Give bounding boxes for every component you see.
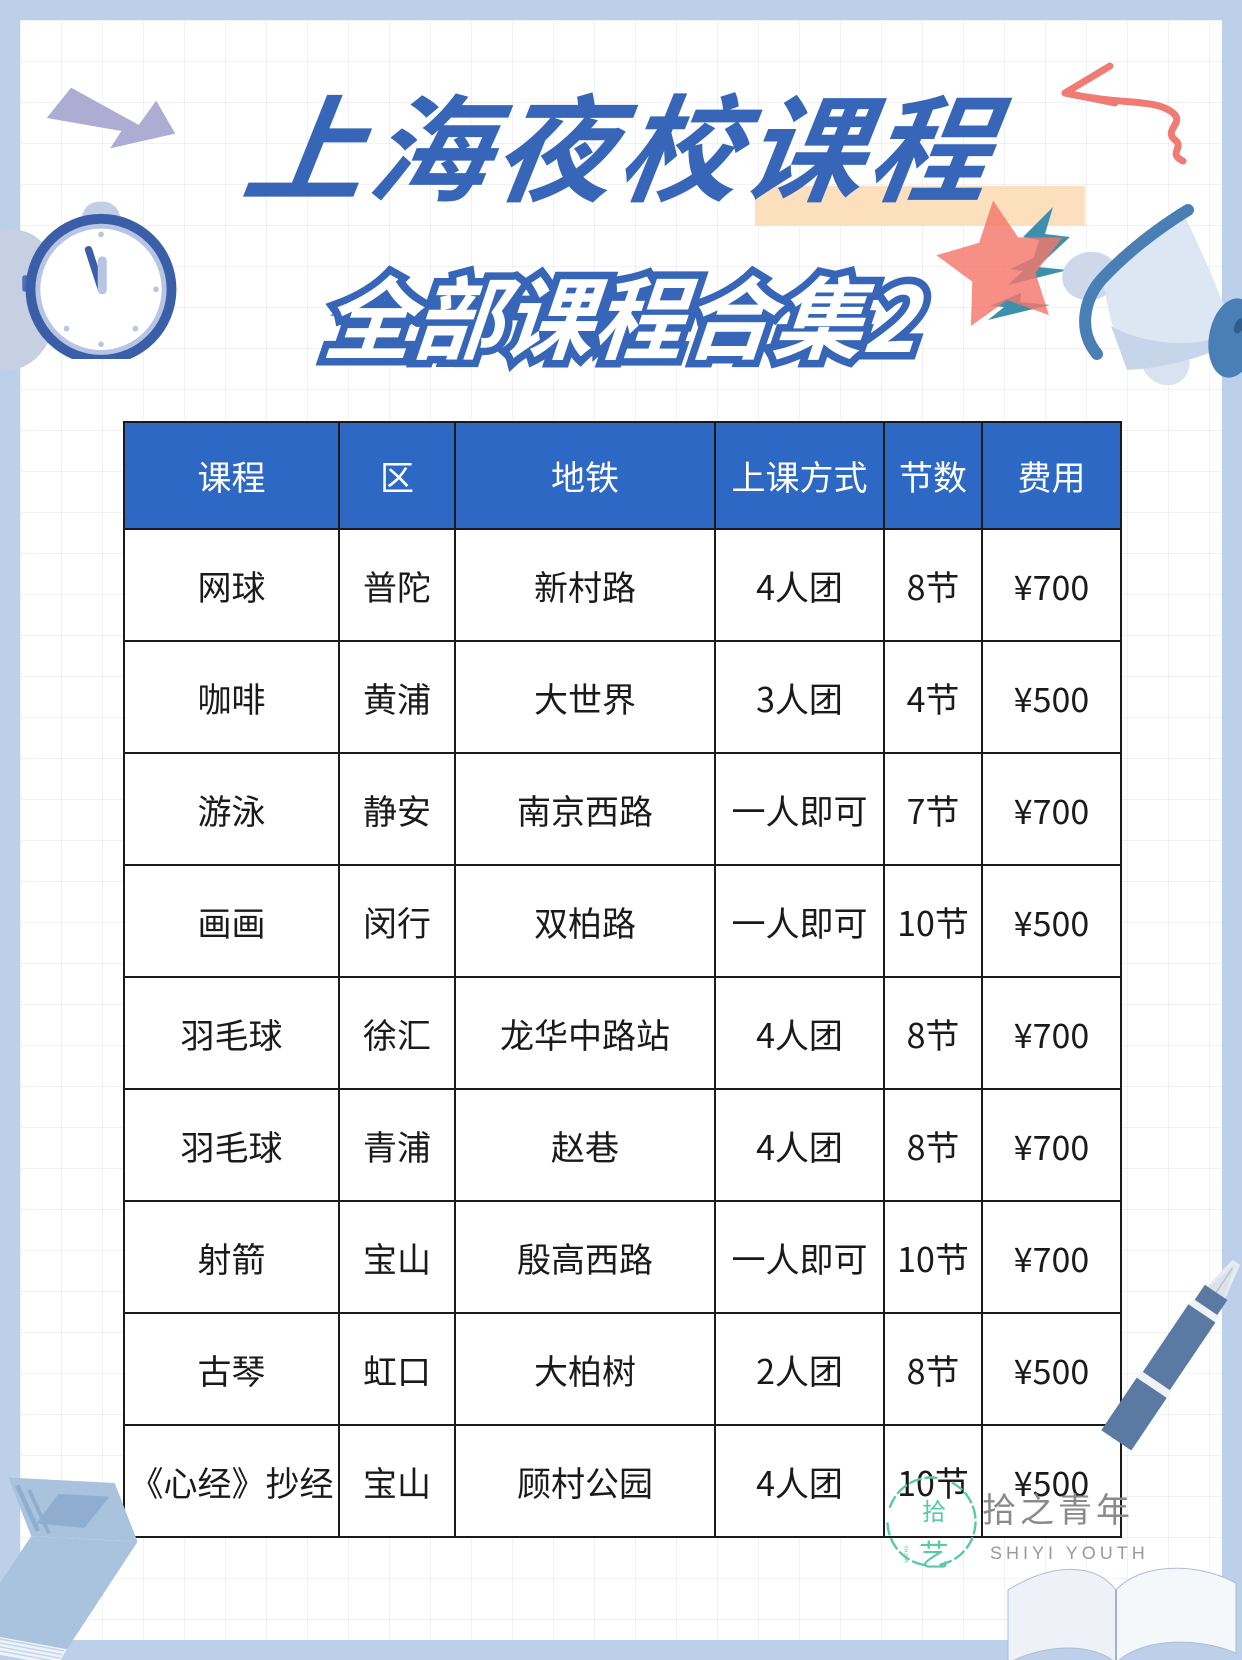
- svg-text:拾: 拾: [922, 1492, 946, 1527]
- svg-text:MATHS: MATHS: [904, 1545, 910, 1563]
- svg-text:艺: 艺: [919, 1531, 949, 1575]
